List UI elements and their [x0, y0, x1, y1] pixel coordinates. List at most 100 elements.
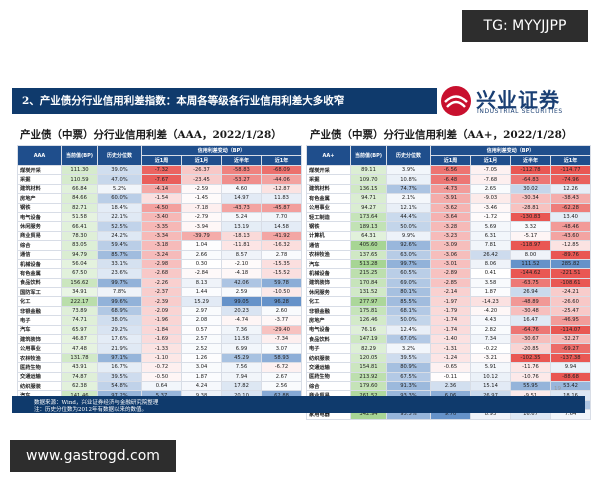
value-cell: 85.5% — [386, 296, 431, 307]
value-cell: 7.70 — [260, 211, 303, 223]
industry-cell: 综合 — [306, 380, 351, 392]
value-cell: -2.37 — [141, 287, 182, 298]
value-cell: 2.57 — [181, 334, 222, 345]
value-cell: -1.74 — [430, 324, 471, 336]
value-cell: 51.58 — [61, 211, 98, 223]
table-row: 机械设备 215.25 60.5% -2.89 0.41 -144.62 -221.51 — [306, 268, 592, 279]
value-cell: 0.57 — [181, 324, 222, 336]
table-row: 房地产 126.46 50.0% -1.74 4.43 16.47 -46.95 — [306, 315, 592, 326]
value-cell: 16.47 — [510, 315, 551, 326]
value-cell: -43.73 — [221, 202, 262, 213]
value-cell: -23.45 — [181, 174, 222, 185]
value-cell: 68.1% — [386, 305, 431, 317]
value-cell: -12.85 — [549, 240, 592, 251]
value-cell: 94.27 — [350, 202, 387, 213]
value-cell: -1.54 — [141, 193, 182, 204]
value-cell: -45.87 — [260, 202, 303, 213]
value-cell: 94.71 — [350, 193, 387, 204]
value-cell: 18.4% — [97, 202, 142, 213]
industry-cell: 机械设备 — [306, 268, 351, 279]
value-cell: -4.14 — [141, 183, 182, 195]
value-cell: 2.56 — [260, 380, 303, 392]
value-cell: 2.1% — [386, 193, 431, 204]
value-cell: 74.87 — [61, 371, 98, 383]
value-cell: 6.31 — [470, 230, 511, 242]
value-cell: 175.81 — [350, 305, 387, 317]
table-row: 化工 222.17 99.6% -2.39 15.29 99.05 96.28 — [17, 296, 303, 307]
industry-cell: 电子 — [17, 315, 62, 326]
industry-cell: 食品饮料 — [306, 334, 351, 345]
table-row: 纺织服装 120.05 39.5% -1.24 -3.21 -102.35 -137.38 — [306, 352, 592, 364]
value-cell: 4.43 — [470, 315, 511, 326]
value-cell: -3.64 — [430, 211, 471, 223]
value-cell: 13.19 — [221, 221, 262, 232]
value-cell: 173.64 — [350, 211, 387, 223]
value-cell: 2.60 — [260, 305, 303, 317]
value-cell: 30.02 — [510, 183, 551, 195]
value-cell: 222.17 — [61, 296, 98, 307]
brand-logo: 兴业证券 INDUSTRIAL SECURITIES — [440, 82, 580, 120]
value-cell: 47.0% — [97, 174, 142, 185]
watermark-bottom: www.gastrogd.com — [10, 440, 176, 472]
value-cell: -1.33 — [141, 343, 182, 354]
value-cell: 5.69 — [470, 221, 511, 232]
value-cell: -1.97 — [430, 296, 471, 307]
source-bar: 数据来源：Wind，兴业证券经济与金融研究院整理 注：历史分位数为2012年有数… — [12, 396, 585, 413]
value-cell: 14.97 — [221, 193, 262, 204]
value-cell: -3.62 — [430, 202, 471, 213]
value-cell: 63.0% — [386, 249, 431, 260]
value-cell: -30.48 — [510, 305, 551, 317]
value-cell: -16.32 — [260, 240, 303, 251]
value-cell: 55.95 — [510, 380, 551, 392]
value-cell: 215.25 — [350, 268, 387, 279]
value-cell: -44.06 — [260, 174, 303, 185]
value-cell: 38.0% — [97, 315, 142, 326]
col-header: 当前值(BP) — [350, 145, 387, 166]
value-cell: -7.34 — [260, 334, 303, 345]
value-cell: -3.01 — [430, 258, 471, 270]
value-cell: -3.09 — [430, 240, 471, 251]
value-cell: -0.11 — [430, 371, 471, 383]
value-cell: -3.91 — [430, 193, 471, 204]
value-cell: -3.21 — [470, 352, 511, 364]
col-header: 近1月 — [470, 155, 511, 166]
value-cell: 21.9% — [97, 343, 142, 354]
value-cell: 42.06 — [221, 277, 262, 289]
value-cell: -0.72 — [141, 362, 182, 373]
table-row: 非银金融 73.89 68.9% -2.09 2.97 20.23 2.60 — [17, 305, 303, 317]
value-cell: -2.14 — [430, 287, 471, 298]
circle-logo-icon — [441, 86, 471, 116]
value-cell: -64.76 — [510, 324, 551, 336]
value-cell: -9.03 — [470, 193, 511, 204]
value-cell: 17.6% — [97, 334, 142, 345]
value-cell: 0.30 — [181, 258, 222, 270]
value-cell: 7.8% — [97, 287, 142, 298]
value-cell: -1.72 — [470, 211, 511, 223]
value-cell: 3.2% — [386, 343, 431, 354]
watermark-top: TG: MYYJJPP — [462, 10, 588, 42]
industry-cell: 有色金属 — [306, 193, 351, 204]
value-cell: -3.77 — [260, 315, 303, 326]
value-cell: -32.27 — [549, 334, 592, 345]
value-cell: 5.2% — [97, 183, 142, 195]
value-cell: 15.29 — [181, 296, 222, 307]
table-row: 汽车 513.28 99.7% -3.01 8.06 111.52 285.82 — [306, 258, 592, 270]
table-row: 建筑材料 66.84 5.2% -4.14 -2.59 4.60 -12.87 — [17, 183, 303, 195]
logo-text-cn: 兴业证券 — [476, 88, 560, 112]
value-cell: 16.7% — [97, 362, 142, 373]
value-cell: -14.23 — [470, 296, 511, 307]
value-cell: 111.52 — [510, 258, 551, 270]
value-cell: -62.28 — [549, 202, 592, 213]
value-cell: -20.85 — [510, 343, 551, 354]
value-cell: 4.60 — [221, 183, 262, 195]
table-row: 休闲服务 66.41 52.5% -3.35 -3.94 13.19 14.58 — [17, 221, 303, 232]
industry-cell: 综合 — [17, 240, 62, 251]
value-cell: -10.76 — [510, 371, 551, 383]
value-cell: 44.4% — [386, 211, 431, 223]
value-cell: -112.78 — [510, 164, 551, 176]
value-cell: 89.11 — [350, 164, 387, 176]
table-row: 钢铁 82.71 18.4% -4.50 -7.18 -43.73 -45.87 — [17, 202, 303, 213]
value-cell: 137.65 — [350, 249, 387, 260]
col-header: 近1月 — [181, 155, 222, 166]
table-row: 休闲服务 131.52 80.1% -2.14 1.87 26.94 -24.21 — [306, 287, 592, 298]
